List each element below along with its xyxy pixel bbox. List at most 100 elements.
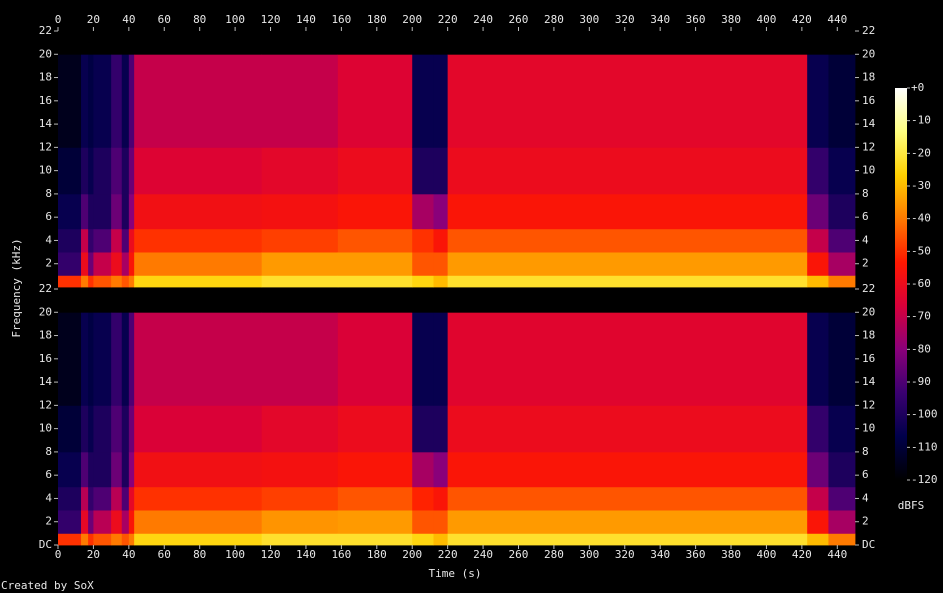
spectrogram-cell	[261, 405, 339, 453]
spectrogram-cell	[261, 275, 339, 288]
spectrogram-cell	[807, 54, 829, 148]
y-tick-label: 20	[862, 305, 875, 318]
spectrogram-cell	[828, 31, 856, 55]
spectrogram-cell	[81, 193, 89, 230]
spectrogram-cell	[58, 533, 82, 546]
spectrogram-cell	[828, 533, 856, 546]
spectrogram-cell	[93, 275, 112, 288]
y-tick-label: 14	[39, 117, 53, 130]
x-tick-label: 320	[615, 13, 635, 26]
y-tick-label: 6	[45, 468, 52, 481]
spectrogram-cell	[88, 405, 94, 453]
spectrogram-cell	[58, 312, 82, 406]
spectrogram-cell	[93, 312, 112, 406]
x-tick-label: 360	[686, 548, 706, 561]
spectrogram-cell	[121, 228, 130, 253]
spectrogram-cell	[88, 54, 94, 148]
colorbar-tick-label: -20	[911, 146, 931, 159]
spectrogram-cell	[121, 275, 130, 288]
x-tick-label: 60	[158, 548, 171, 561]
spectrogram-cell	[58, 193, 82, 230]
spectrogram-cell	[828, 510, 856, 534]
spectrogram-cell	[807, 486, 829, 511]
spectrogram-cell	[412, 533, 434, 546]
spectrogram-cell	[261, 147, 339, 195]
y-tick-label: 12	[862, 398, 875, 411]
y-tick-label: 4	[45, 491, 52, 504]
y-tick-label: 8	[862, 445, 869, 458]
spectrogram-cell	[121, 533, 130, 546]
spectrogram-cell	[261, 289, 339, 313]
spectrogram-cell	[412, 451, 434, 488]
x-tick-label: 380	[721, 548, 741, 561]
spectrogram-cell	[93, 147, 112, 195]
x-tick-label: 120	[261, 548, 281, 561]
colorbar-tick-label: +0	[911, 81, 924, 94]
spectrogram-cell	[261, 486, 339, 511]
x-tick-label: 80	[193, 548, 206, 561]
spectrogram-cell	[88, 228, 94, 253]
spectrogram-cell	[111, 451, 123, 488]
spectrogram-cell	[261, 31, 339, 55]
x-tick-label: 20	[87, 548, 100, 561]
spectrogram-cell	[121, 451, 130, 488]
y-tick-label: 18	[39, 71, 52, 84]
spectrogram-cell	[261, 54, 339, 148]
x-tick-label: 240	[473, 548, 493, 561]
colorbar-tick-label: -10	[911, 114, 931, 127]
y-tick-label: 4	[862, 491, 869, 504]
spectrogram-cell	[134, 289, 263, 313]
spectrogram-cell	[121, 312, 130, 406]
y-tick-label: 2	[862, 515, 869, 528]
spectrogram-cell	[88, 510, 94, 534]
y-tick-label: 12	[39, 398, 52, 411]
colorbar-tick-label: -70	[911, 310, 931, 323]
spectrogram-cell	[81, 31, 89, 55]
spectrogram-cell	[121, 252, 130, 276]
x-tick-label: 180	[367, 13, 387, 26]
spectrogram-cell	[337, 252, 413, 276]
x-tick-label: 200	[402, 548, 422, 561]
y-tick-label: 16	[862, 352, 875, 365]
spectrogram-cell	[447, 275, 808, 288]
x-tick-label: 400	[757, 13, 777, 26]
spectrogram-cell	[337, 275, 413, 288]
x-tick-label: 220	[438, 548, 458, 561]
spectrogram-cell	[134, 147, 263, 195]
spectrogram-cell	[121, 510, 130, 534]
x-tick-label: 440	[827, 13, 847, 26]
spectrogram-cell	[128, 228, 135, 253]
spectrogram-cell	[93, 486, 112, 511]
spectrogram-cell	[88, 533, 94, 546]
colorbar-label: dBFS	[898, 499, 925, 512]
footer: Created by SoX	[1, 579, 94, 592]
spectrogram-cell	[807, 275, 829, 288]
y-tick-label: 20	[39, 47, 52, 60]
spectrogram-cell	[412, 228, 434, 253]
spectrogram-cell	[134, 510, 263, 534]
spectrogram-cell	[807, 405, 829, 453]
spectrogram-cell	[828, 275, 856, 288]
spectrogram-cell	[412, 510, 434, 534]
spectrogram-cell	[447, 510, 808, 534]
colorbar-tick-label: -30	[911, 179, 931, 192]
spectrogram-cell	[828, 228, 856, 253]
spectrogram-cell	[111, 228, 123, 253]
spectrogram-cell	[111, 486, 123, 511]
spectrogram-cell	[121, 405, 130, 453]
spectrogram-cell	[88, 451, 94, 488]
spectrogram-cell	[88, 147, 94, 195]
x-tick-label: 80	[193, 13, 206, 26]
spectrogram-cell	[447, 54, 808, 148]
spectrogram-cell	[111, 312, 123, 406]
spectrogram-cell	[337, 451, 413, 488]
colorbar-tick-label: -40	[911, 212, 931, 225]
spectrogram-cell	[807, 228, 829, 253]
spectrogram-cell	[807, 252, 829, 276]
spectrogram-cell	[81, 228, 89, 253]
y-tick-label: 12	[39, 140, 52, 153]
y-tick-label: 18	[862, 71, 875, 84]
spectrogram-cell	[81, 312, 89, 406]
